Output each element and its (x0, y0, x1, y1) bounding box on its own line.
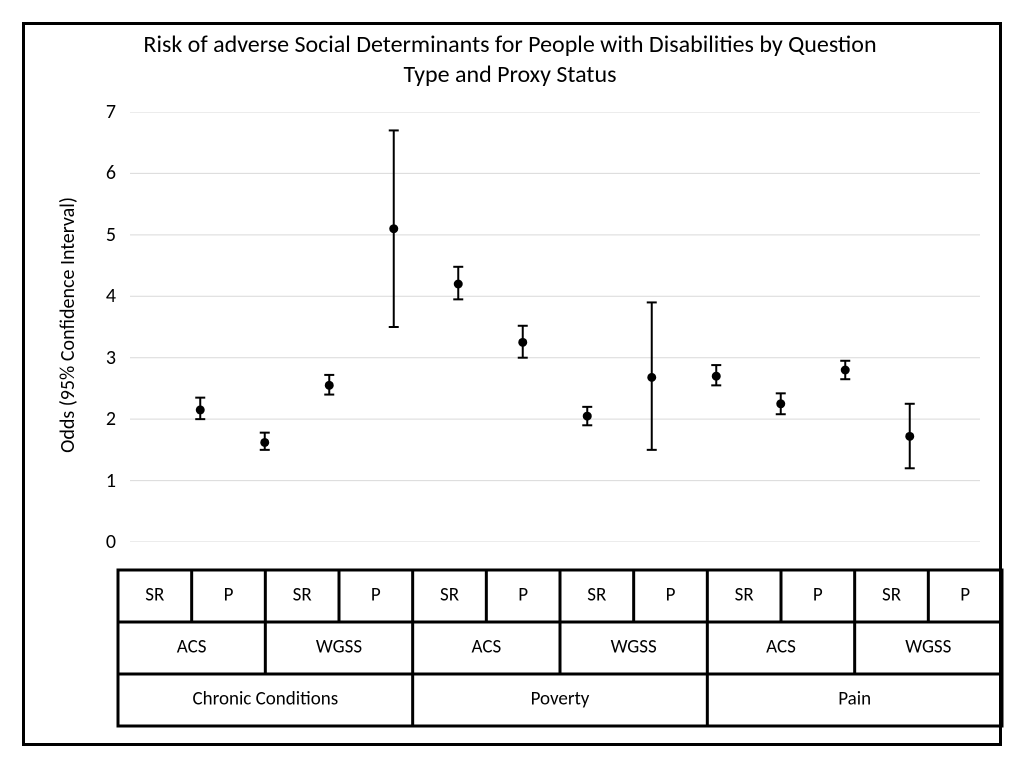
plot-area (130, 112, 980, 542)
y-tick-label: 3 (86, 346, 116, 370)
axis-label: WGSS (611, 636, 657, 659)
data-point (518, 326, 528, 358)
axis-label: P (813, 584, 823, 607)
axis-label: SR (587, 584, 607, 607)
axis-label: Poverty (531, 688, 590, 711)
category-axis: SR P SR P SR P SR P SR P SR P ACS WGSS ACS WGSS ACS WGSS C… (115, 567, 1005, 729)
data-point (260, 433, 270, 450)
axis-label: SR (440, 584, 460, 607)
y-tick-label: 5 (86, 223, 116, 247)
axis-label: Pain (838, 688, 871, 711)
chart-title: Risk of adverse Social Determinants for … (120, 30, 900, 90)
axis-label: SR (882, 584, 902, 607)
data-point (647, 302, 657, 449)
axis-label: Chronic Conditions (193, 688, 339, 711)
data-point (582, 407, 592, 425)
axis-label: SR (145, 584, 165, 607)
axis-label: ACS (177, 636, 207, 659)
y-tick-label: 0 (86, 530, 116, 554)
axis-label: ACS (471, 636, 501, 659)
y-axis-label: Odds (95% Confidence Interval) (56, 110, 80, 540)
y-tick-label: 1 (86, 469, 116, 493)
axis-label: P (371, 584, 381, 607)
axis-label: WGSS (905, 636, 951, 659)
chart-canvas: Risk of adverse Social Determinants for … (0, 0, 1024, 768)
data-point (905, 404, 915, 469)
data-point (711, 365, 721, 385)
axis-label: P (666, 584, 676, 607)
axis-label: SR (735, 584, 755, 607)
axis-label: ACS (766, 636, 796, 659)
y-tick-label: 2 (86, 407, 116, 431)
y-tick-label: 7 (86, 100, 116, 124)
axis-label: P (960, 584, 970, 607)
y-tick-label: 4 (86, 284, 116, 308)
axis-label: WGSS (316, 636, 362, 659)
data-point (453, 267, 463, 300)
data-point (840, 361, 850, 379)
data-point (324, 375, 334, 395)
data-point (389, 130, 399, 327)
y-tick-label: 6 (86, 161, 116, 185)
axis-label: P (518, 584, 528, 607)
data-point (776, 393, 786, 414)
data-point (195, 398, 205, 420)
axis-label: SR (293, 584, 313, 607)
axis-label: P (224, 584, 234, 607)
